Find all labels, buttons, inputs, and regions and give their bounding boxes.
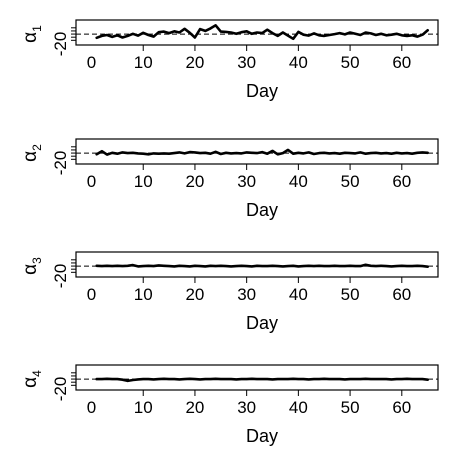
plot-frame [75, 251, 439, 278]
y-tick-labels: -20 [51, 32, 70, 57]
x-tick-label: 20 [185, 53, 204, 72]
x-tick-label: 50 [341, 53, 360, 72]
x-tick-label: 0 [87, 53, 96, 72]
y-axis-label-subscript: 1 [30, 25, 44, 32]
x-axis-label: Day [246, 313, 278, 333]
y-axis-label-symbol: α [20, 151, 41, 162]
plot-frame [75, 19, 439, 46]
y-axis-label-symbol: α [20, 32, 41, 43]
y-axis-label-symbol: α [20, 377, 41, 388]
y-axis-label: α3 [20, 257, 44, 275]
series-line [95, 263, 430, 269]
y-tick-labels: -20 [51, 377, 70, 402]
x-axis-label: Day [246, 81, 278, 101]
x-tick-label: 10 [134, 398, 153, 417]
x-tick-label: 60 [392, 285, 411, 304]
x-tick-label: 20 [185, 172, 204, 191]
x-axis-label: Day [246, 200, 278, 220]
x-tick-label: 40 [289, 285, 308, 304]
series-line [95, 148, 430, 156]
x-tick-label: 0 [87, 172, 96, 191]
x-axis-label: Day [246, 426, 278, 446]
x-tick-label: 10 [134, 53, 153, 72]
y-axis-label: α1 [20, 25, 44, 43]
x-tick-label: 20 [185, 285, 204, 304]
plot-frame [75, 138, 439, 165]
x-tick-label: 40 [289, 53, 308, 72]
y-axis-label-subscript: 4 [30, 370, 44, 377]
x-tick-label: 50 [341, 285, 360, 304]
x-tick-label: 60 [392, 53, 411, 72]
x-tick-label: 40 [289, 398, 308, 417]
x-tick-label: 0 [87, 398, 96, 417]
x-tick-label: 60 [392, 398, 411, 417]
x-tick-label: 50 [341, 398, 360, 417]
x-tick-label: 60 [392, 172, 411, 191]
y-axis-label-subscript: 2 [30, 144, 44, 151]
y-axis-label-subscript: 3 [30, 257, 44, 264]
plot-frame [75, 364, 439, 391]
x-tick-label: 30 [237, 172, 256, 191]
y-tick-labels: -20 [51, 151, 70, 176]
x-tick-label: 0 [87, 285, 96, 304]
x-tick-label: 50 [341, 172, 360, 191]
x-tick-label: 30 [237, 398, 256, 417]
x-tick-label: 30 [237, 285, 256, 304]
y-axis-label-symbol: α [20, 264, 41, 275]
y-tick-labels: -20 [51, 264, 70, 289]
x-tick-label: 10 [134, 172, 153, 191]
x-tick-label: 20 [185, 398, 204, 417]
y-axis-label: α4 [20, 370, 44, 388]
x-tick-label: 40 [289, 172, 308, 191]
series-line [95, 23, 430, 41]
x-tick-label: 30 [237, 53, 256, 72]
series-line [95, 377, 430, 383]
x-tick-label: 10 [134, 285, 153, 304]
y-axis-label: α2 [20, 144, 44, 162]
